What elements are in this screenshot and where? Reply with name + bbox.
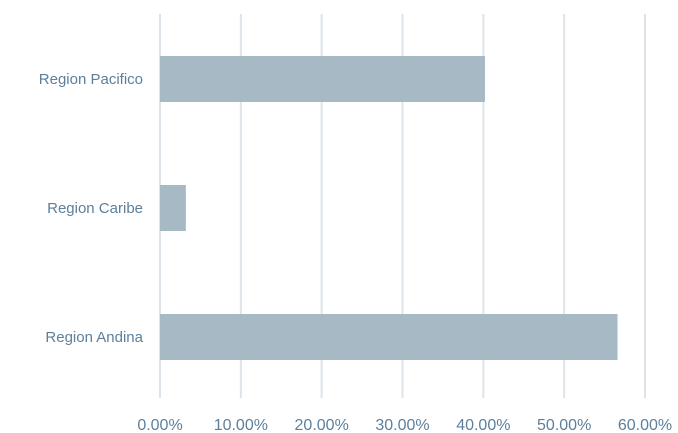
x-tick-label: 50.00%: [537, 417, 591, 433]
bar: [160, 185, 186, 231]
x-tick-labels: 0.00% 10.00% 20.00% 30.00% 40.00% 50.00% 60.00…: [137, 417, 672, 433]
category-label: Region Caribe: [47, 200, 143, 217]
category-labels: Region Pacifico Region Caribe Region Andin…: [39, 71, 144, 346]
x-tick-label: 0.00%: [137, 417, 182, 433]
bars: [160, 56, 618, 360]
x-tick-label: 60.00%: [618, 417, 672, 433]
category-label: Region Andina: [45, 329, 143, 346]
bar: [160, 56, 485, 102]
x-tick-label: 10.00%: [214, 417, 268, 433]
x-tick-label: 40.00%: [456, 417, 510, 433]
category-label: Region Pacifico: [39, 71, 143, 88]
x-tick-label: 20.00%: [295, 417, 349, 433]
bar: [160, 314, 618, 360]
x-tick-label: 30.00%: [375, 417, 429, 433]
